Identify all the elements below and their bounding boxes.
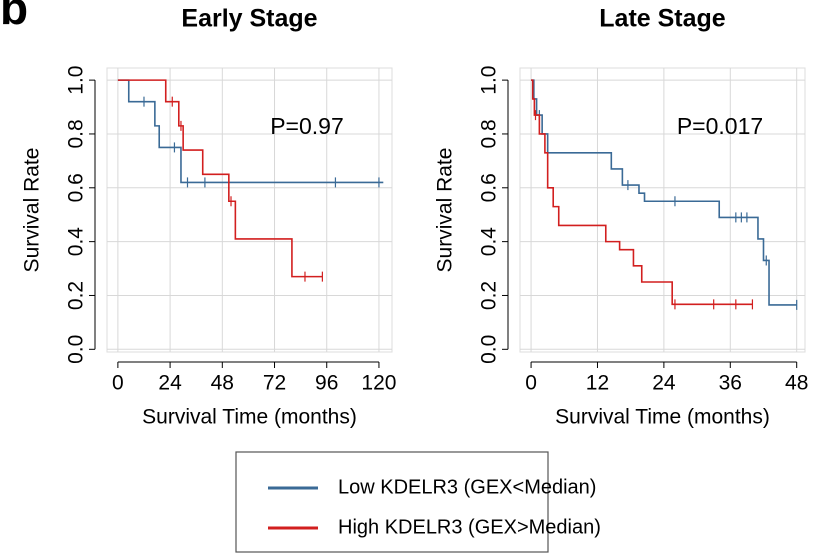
legend-box <box>235 451 549 553</box>
legend-label: High KDELR3 (GEX>Median) <box>338 516 601 538</box>
y-tick-label: 0.4 <box>478 227 501 257</box>
x-axis-label: Survival Time (months) <box>555 406 770 429</box>
y-tick-label: 0.2 <box>65 281 88 310</box>
x-tick-label: 24 <box>652 372 676 395</box>
y-tick-label: 0.2 <box>478 281 501 310</box>
x-tick-label: 36 <box>719 372 742 395</box>
x-axis-label: Survival Time (months) <box>142 406 357 429</box>
y-axis-label: Survival Rate <box>21 148 44 273</box>
y-tick-label: 0.0 <box>65 335 88 364</box>
x-tick-label: 96 <box>315 372 338 395</box>
chart-title: Early Stage <box>181 5 317 33</box>
annotation: P=0.017 <box>677 113 763 139</box>
chart-title: Late Stage <box>599 5 726 33</box>
panel-label: b <box>0 0 28 34</box>
y-tick-label: 0.8 <box>65 119 88 148</box>
y-tick-label: 0.6 <box>65 173 88 202</box>
x-tick-label: 120 <box>361 372 396 395</box>
plot-area <box>519 67 806 353</box>
y-tick-label: 1.0 <box>478 66 501 95</box>
x-tick-label: 0 <box>525 372 537 395</box>
legend-label: Low KDELR3 (GEX<Median) <box>338 476 596 498</box>
x-tick-label: 72 <box>263 372 286 395</box>
y-tick-label: 1.0 <box>65 66 88 95</box>
annotation: P=0.97 <box>270 113 344 139</box>
survival-curve <box>117 79 384 184</box>
x-tick-label: 48 <box>785 372 808 395</box>
y-tick-label: 0.6 <box>478 173 501 202</box>
y-tick-label: 0.4 <box>65 227 88 257</box>
y-tick-label: 0.0 <box>478 335 501 364</box>
y-tick-label: 0.8 <box>478 119 501 148</box>
x-tick-label: 48 <box>211 372 234 395</box>
x-tick-label: 24 <box>158 372 182 395</box>
x-tick-label: 12 <box>586 372 609 395</box>
y-axis-label: Survival Rate <box>434 148 457 273</box>
x-tick-label: 0 <box>112 372 124 395</box>
plot-area <box>106 67 393 353</box>
